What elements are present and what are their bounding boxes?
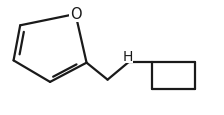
Text: O: O (70, 7, 81, 22)
Text: H: H (122, 49, 133, 63)
